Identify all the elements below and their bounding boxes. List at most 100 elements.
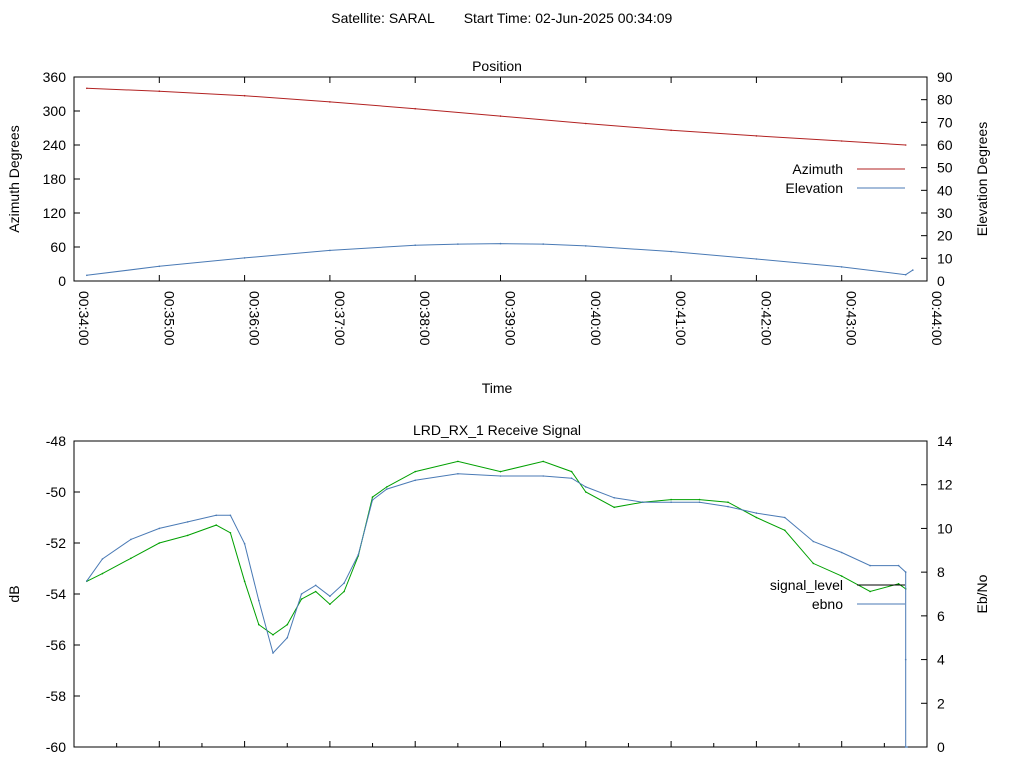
position-point-elevation: [86, 274, 88, 277]
position-ytick-label: 180: [43, 171, 67, 187]
signal-y2tick-label: 10: [937, 520, 953, 536]
position-ytick-label: 240: [43, 137, 67, 153]
signal-ytick-label: -54: [46, 586, 66, 602]
signal-point-ebno: [329, 595, 331, 597]
signal-point-signal-level: [272, 634, 274, 636]
signal-point-ebno: [343, 582, 345, 584]
legend-label-azimuth: Azimuth: [792, 161, 843, 177]
signal-point-signal-level: [869, 590, 871, 593]
signal-point-ebno: [906, 746, 908, 748]
signal-point-ebno: [457, 473, 459, 475]
signal-y2tick-label: 8: [937, 564, 945, 580]
signal-y2tick-label: 14: [937, 433, 953, 449]
position-point-azimuth: [86, 87, 88, 90]
position-point-elevation: [499, 242, 502, 245]
signal-point-ebno: [357, 553, 360, 556]
signal-point-ebno: [670, 501, 672, 504]
legend-label-ebno: ebno: [812, 596, 843, 612]
position-xtick-label: 00:39:00: [503, 291, 519, 346]
signal-series: [86, 460, 908, 748]
signal-point-signal-level: [670, 498, 672, 501]
signal-y2tick-label: 4: [937, 652, 945, 668]
signal-point-signal-level: [727, 501, 729, 504]
signal-point-ebno: [101, 558, 104, 560]
position-point-azimuth: [499, 115, 502, 117]
signal-point-ebno: [840, 551, 843, 554]
signal-y2tick-label: 0: [937, 739, 945, 755]
signal-y2-axis-label: Eb/No: [974, 574, 990, 613]
signal-panel: LRD_RX_1 Receive Signal -48-50-52-54-56-…: [6, 422, 990, 755]
position-point-azimuth: [243, 94, 246, 97]
position-y2tick-label: 40: [937, 182, 953, 198]
position-x-axis-label: Time: [482, 380, 513, 396]
position-point-azimuth: [840, 140, 843, 142]
signal-point-ebno: [215, 514, 217, 517]
signal-legend: signal_level ebno: [770, 577, 905, 612]
position-xtick-label: 00:42:00: [758, 291, 774, 346]
position-chart-title: Position: [472, 58, 522, 74]
position-point-azimuth: [585, 122, 587, 125]
signal-point-signal-level: [457, 460, 459, 463]
signal-point-ebno: [641, 501, 644, 504]
signal-point-signal-level: [542, 460, 544, 463]
signal-point-ebno: [570, 477, 573, 480]
signal-point-ebno: [371, 499, 374, 501]
signal-axis-ticks: -48 -50 -52 -54 -56 -58 -60 0 2 4 6 8 10 12 14: [46, 433, 953, 755]
signal-point-ebno: [158, 527, 161, 530]
signal-point-signal-level: [371, 496, 374, 498]
signal-point-ebno: [286, 636, 289, 639]
position-point-elevation: [904, 273, 907, 276]
position-xtick-label: 00:43:00: [844, 291, 860, 346]
signal-point-ebno: [186, 521, 189, 523]
signal-point-signal-level: [300, 598, 303, 600]
position-xtick-label: 00:40:00: [588, 291, 604, 346]
signal-point-signal-level: [314, 590, 317, 593]
signal-point-ebno: [698, 501, 701, 504]
signal-point-ebno: [897, 564, 900, 567]
signal-y2tick-label: 6: [937, 608, 945, 624]
signal-ytick-label: -56: [46, 637, 66, 653]
legend-label-signal-level: signal_level: [770, 577, 843, 593]
signal-point-ebno: [784, 516, 786, 519]
position-series-elevation: [86, 243, 914, 276]
signal-point-signal-level: [258, 623, 260, 626]
position-y-axis-label: Azimuth Degrees: [6, 125, 22, 232]
position-y2tick-label: 90: [937, 69, 953, 85]
position-y2tick-label: 80: [937, 92, 953, 108]
position-point-azimuth: [329, 101, 331, 103]
satellite-label: Satellite: SARAL: [331, 10, 435, 26]
position-point-elevation: [329, 249, 331, 252]
position-panel: Position 0 60 120 180 240 300 360 0 10 20 30 40 50 60…: [6, 58, 990, 396]
position-point-azimuth: [158, 90, 161, 92]
position-point-elevation: [414, 244, 417, 246]
signal-point-ebno: [585, 486, 587, 488]
signal-series-signal-level: [86, 460, 906, 636]
signal-point-ebno: [869, 564, 871, 567]
position-y2tick-label: 30: [937, 205, 953, 221]
position-point-elevation: [243, 257, 246, 259]
position-series: [86, 87, 914, 277]
position-legend: Azimuth Elevation: [785, 161, 905, 196]
signal-point-signal-level: [243, 580, 246, 583]
signal-ytick-label: -60: [46, 739, 66, 755]
position-xtick-label: 00:34:00: [76, 291, 92, 346]
signal-y-axis-label: dB: [6, 585, 22, 602]
position-xtick-label: 00:35:00: [161, 291, 177, 346]
signal-ytick-label: -48: [46, 433, 66, 449]
position-y2-axis-label: Elevation Degrees: [974, 122, 990, 236]
signal-point-ebno: [243, 542, 246, 545]
signal-point-ebno: [258, 599, 260, 602]
signal-point-signal-level: [130, 557, 132, 560]
signal-y2tick-label: 12: [937, 477, 953, 493]
signal-point-signal-level: [570, 470, 573, 473]
position-point-elevation: [912, 269, 914, 271]
signal-ytick-label: -58: [46, 688, 66, 704]
signal-point-ebno: [812, 540, 815, 543]
position-ytick-label: 360: [43, 69, 67, 85]
signal-point-signal-level: [499, 470, 502, 473]
signal-point-signal-level: [755, 516, 758, 519]
signal-point-signal-level: [897, 583, 900, 585]
signal-point-signal-level: [698, 498, 701, 501]
signal-point-signal-level: [101, 572, 104, 575]
signal-series-ebno: [86, 473, 908, 748]
